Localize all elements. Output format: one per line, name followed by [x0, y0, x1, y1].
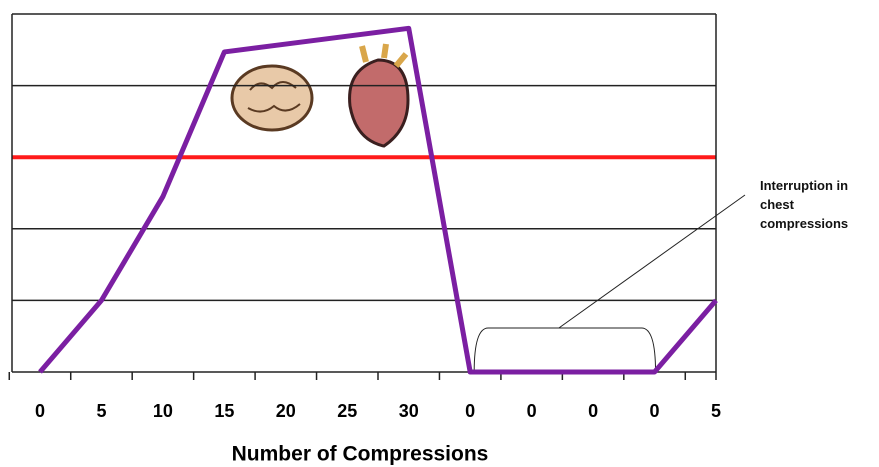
- x-tick-label: 15: [214, 401, 234, 421]
- x-tick-label: 30: [399, 401, 419, 421]
- x-tick-label: 0: [650, 401, 660, 421]
- x-axis-label: Number of Compressions: [232, 443, 489, 466]
- x-tick-label: 5: [96, 401, 106, 421]
- page: Number of Compressions 0 5 10 15 20 25 30 0 0 0 0 5…: [0, 0, 879, 467]
- illustrations: [232, 44, 408, 146]
- x-tick-label: 0: [465, 401, 475, 421]
- brain-icon: [232, 66, 312, 130]
- x-tick-label: 0: [527, 401, 537, 421]
- x-tick-label: 5: [711, 401, 721, 421]
- chart: Number of Compressions 0 5 10 15 20 25 30 0 0 0 0 5: [0, 0, 879, 467]
- x-tick-label: 0: [35, 401, 45, 421]
- x-tick-label: 10: [153, 401, 173, 421]
- x-tick-label: 25: [337, 401, 357, 421]
- interruption-bracket: [474, 328, 655, 372]
- x-tick-label: 0: [588, 401, 598, 421]
- x-tick-label: 20: [276, 401, 296, 421]
- heart-icon: [350, 60, 408, 146]
- annotation-pointer: [559, 195, 745, 328]
- annotation: Interruption in chest compressions: [760, 176, 876, 233]
